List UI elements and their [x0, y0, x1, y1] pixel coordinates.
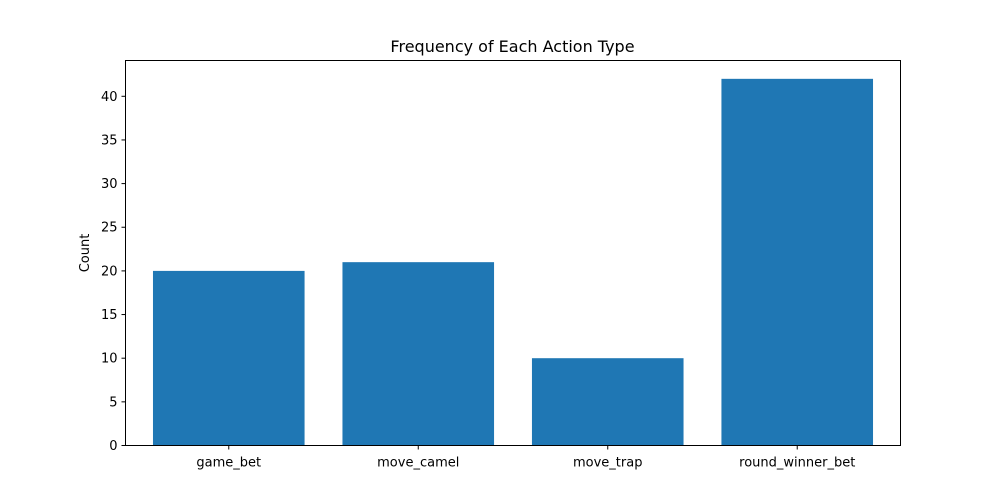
x-tick-label: round_winner_bet	[739, 456, 855, 471]
bar-game_bet	[152, 270, 305, 446]
bar-move_trap	[531, 358, 684, 446]
y-tick-label: 35	[101, 133, 118, 148]
x-axis-ticks: game_bet move_camel move_trap round_winner_…	[196, 445, 855, 471]
plot-frame	[125, 60, 901, 446]
y-tick-label: 20	[101, 264, 118, 279]
y-tick-label: 30	[101, 177, 118, 192]
y-tick-label: 15	[101, 308, 118, 323]
y-axis-ticks: 0 5 10 15 20 25 30 35 40	[101, 90, 126, 454]
x-tick-label: game_bet	[196, 456, 261, 471]
bar-move_camel	[342, 262, 495, 446]
x-tick-label: move_trap	[573, 456, 642, 471]
bars-group	[152, 78, 874, 446]
y-tick-label: 40	[101, 90, 118, 105]
y-axis-label: Count	[78, 234, 93, 273]
y-tick-label: 10	[101, 352, 118, 367]
y-tick-label: 5	[109, 395, 117, 410]
chart-title: Frequency of Each Action Type	[390, 37, 634, 56]
y-tick-label: 25	[101, 221, 118, 236]
bar-round_winner_bet	[721, 78, 874, 446]
y-tick-label: 0	[109, 439, 117, 454]
x-tick-label: move_camel	[377, 456, 459, 471]
